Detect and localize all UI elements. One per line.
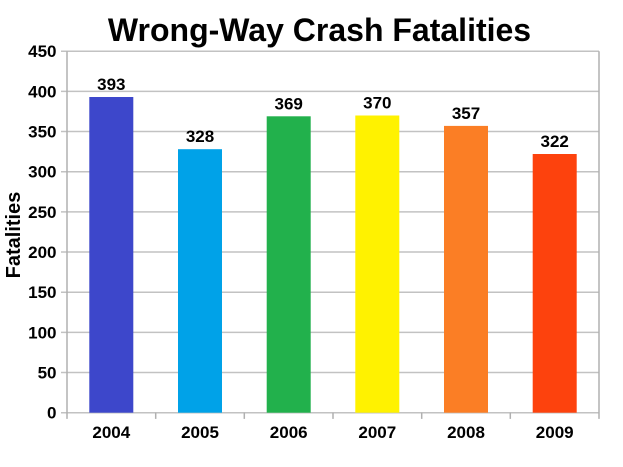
svg-text:2004: 2004 xyxy=(92,423,130,442)
svg-text:Fatalities: Fatalities xyxy=(3,192,25,279)
svg-text:2009: 2009 xyxy=(536,423,574,442)
svg-text:357: 357 xyxy=(452,104,480,123)
svg-text:100: 100 xyxy=(28,323,56,342)
svg-text:250: 250 xyxy=(28,203,56,222)
svg-text:50: 50 xyxy=(38,364,57,383)
svg-text:322: 322 xyxy=(541,132,569,151)
svg-text:Wrong-Way Crash Fatalities: Wrong-Way Crash Fatalities xyxy=(108,12,531,48)
svg-text:450: 450 xyxy=(28,42,56,61)
svg-text:370: 370 xyxy=(363,94,391,113)
svg-text:300: 300 xyxy=(28,163,56,182)
svg-text:393: 393 xyxy=(97,75,125,94)
svg-text:2008: 2008 xyxy=(447,423,485,442)
svg-text:328: 328 xyxy=(186,127,214,146)
svg-text:2006: 2006 xyxy=(270,423,308,442)
svg-text:0: 0 xyxy=(47,404,56,423)
svg-text:150: 150 xyxy=(28,283,56,302)
svg-text:2005: 2005 xyxy=(181,423,219,442)
svg-text:369: 369 xyxy=(275,94,303,113)
svg-text:2007: 2007 xyxy=(358,423,396,442)
svg-text:350: 350 xyxy=(28,123,56,142)
svg-text:400: 400 xyxy=(28,82,56,101)
svg-text:200: 200 xyxy=(28,243,56,262)
